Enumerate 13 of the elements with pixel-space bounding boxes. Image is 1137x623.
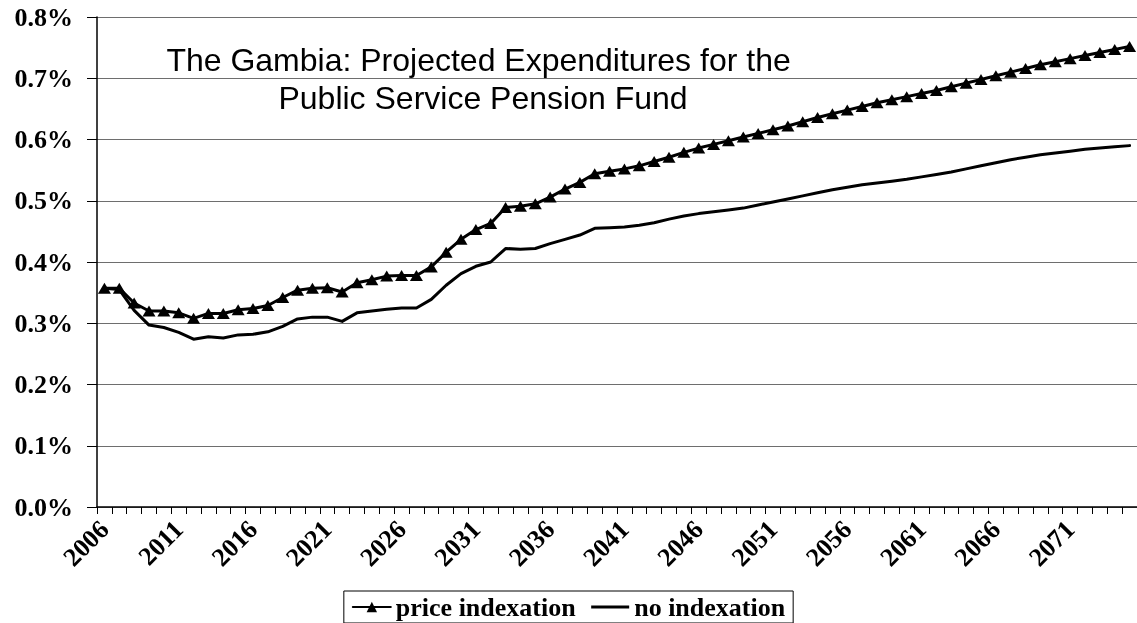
text: The Gambia: Projected Expenditures for the Public Service Pension Fund	[166, 42, 800, 116]
y-tick-label: 0.5%	[14, 186, 73, 216]
legend-label: price indexation	[395, 592, 577, 622]
y-tick-label: 0.4%	[14, 247, 73, 277]
y-tick-label: 0.0%	[14, 492, 73, 522]
y-tick-label: 0.2%	[14, 370, 73, 399]
y-tick-label: 0.7%	[14, 63, 73, 93]
legend-label: no indexation	[634, 592, 786, 622]
y-tick-label: 0.1%	[14, 431, 73, 461]
x-tick-label: 2011	[132, 514, 189, 571]
y-tick-label: 0.6%	[14, 125, 73, 154]
y-tick-label: 0.3%	[14, 308, 73, 338]
y-tick-label: 0.8%	[14, 2, 73, 32]
